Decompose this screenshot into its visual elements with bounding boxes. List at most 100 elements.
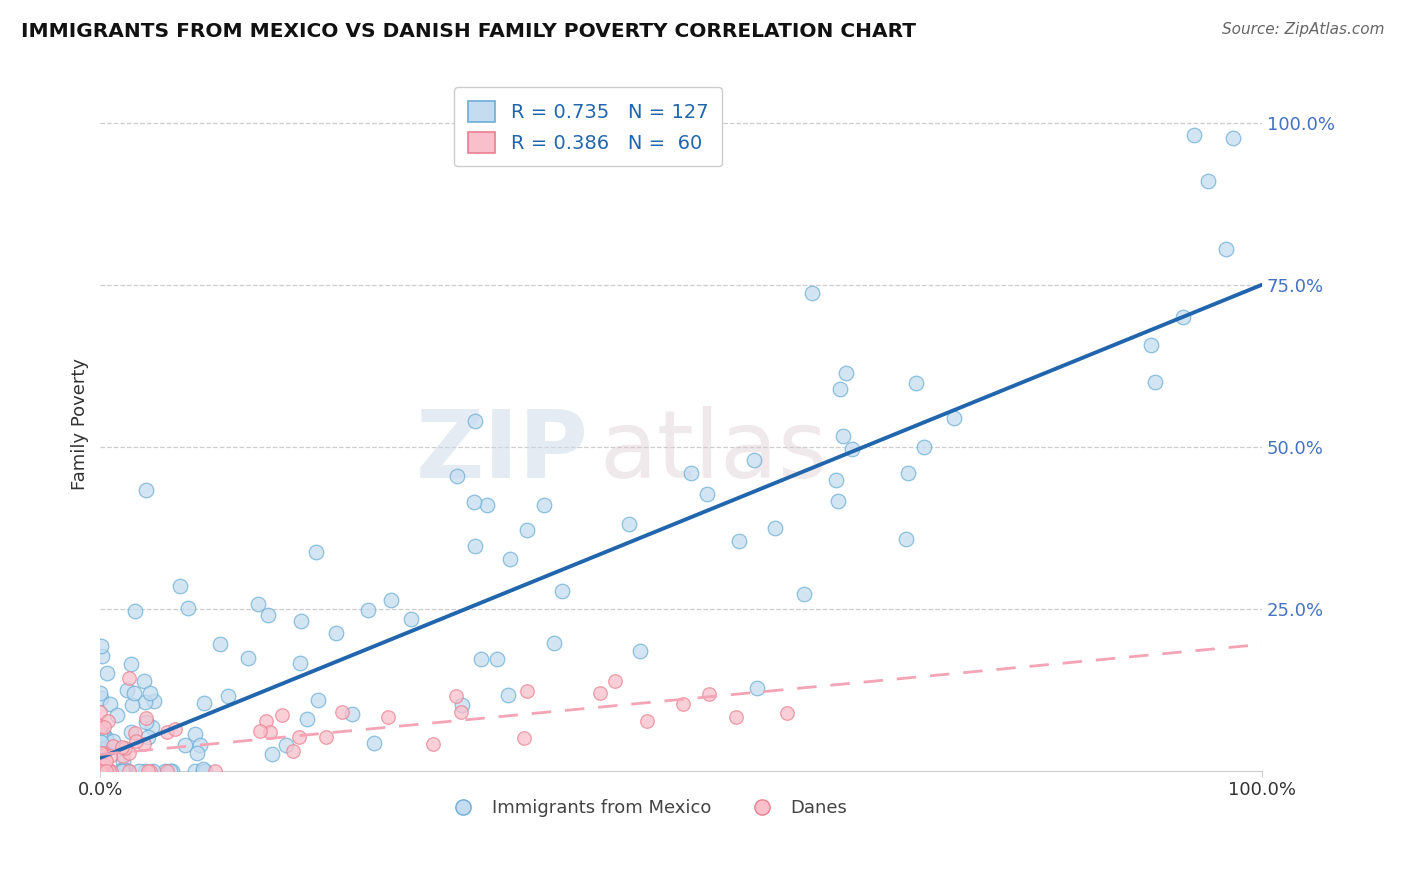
Point bbox=[139, 686, 162, 700]
Point bbox=[1171, 310, 1194, 324]
Point bbox=[89, 764, 111, 778]
Point bbox=[111, 748, 134, 763]
Point bbox=[110, 739, 132, 754]
Text: atlas: atlas bbox=[600, 406, 828, 498]
Point bbox=[193, 697, 215, 711]
Point bbox=[603, 674, 626, 689]
Point bbox=[470, 652, 492, 666]
Point bbox=[118, 746, 141, 760]
Point bbox=[513, 731, 536, 745]
Point bbox=[380, 592, 402, 607]
Point bbox=[260, 747, 283, 762]
Point bbox=[793, 587, 815, 601]
Point bbox=[516, 683, 538, 698]
Point bbox=[486, 652, 509, 666]
Point bbox=[94, 764, 117, 778]
Point bbox=[93, 764, 115, 778]
Point bbox=[191, 762, 214, 776]
Point bbox=[90, 764, 112, 778]
Point bbox=[98, 764, 121, 778]
Point bbox=[89, 764, 111, 778]
Point bbox=[533, 498, 555, 512]
Point bbox=[463, 495, 485, 509]
Point bbox=[135, 483, 157, 497]
Point bbox=[90, 764, 112, 778]
Point bbox=[132, 737, 155, 751]
Point bbox=[254, 714, 277, 728]
Point bbox=[422, 737, 444, 751]
Point bbox=[446, 468, 468, 483]
Point bbox=[186, 746, 208, 760]
Point bbox=[89, 764, 111, 778]
Point bbox=[1222, 131, 1244, 145]
Point bbox=[101, 739, 124, 754]
Point bbox=[156, 725, 179, 739]
Point bbox=[194, 764, 217, 778]
Point bbox=[288, 730, 311, 744]
Point bbox=[765, 521, 787, 535]
Point bbox=[90, 764, 112, 778]
Point bbox=[98, 739, 121, 753]
Point bbox=[91, 648, 114, 663]
Point bbox=[112, 755, 135, 769]
Point bbox=[94, 737, 117, 751]
Point bbox=[142, 764, 165, 778]
Point bbox=[89, 756, 111, 771]
Point bbox=[904, 376, 927, 391]
Point bbox=[1197, 174, 1219, 188]
Point bbox=[728, 533, 751, 548]
Point bbox=[90, 764, 112, 778]
Point bbox=[93, 720, 115, 734]
Point bbox=[117, 764, 139, 778]
Point bbox=[183, 727, 205, 741]
Point bbox=[543, 636, 565, 650]
Point bbox=[134, 674, 156, 689]
Point bbox=[249, 724, 271, 739]
Point bbox=[93, 746, 115, 760]
Point bbox=[450, 706, 472, 720]
Point bbox=[141, 721, 163, 735]
Point bbox=[912, 440, 935, 454]
Point bbox=[139, 764, 162, 778]
Point bbox=[236, 650, 259, 665]
Point bbox=[377, 710, 399, 724]
Point bbox=[1215, 242, 1237, 256]
Point bbox=[1144, 375, 1167, 389]
Point bbox=[90, 691, 112, 706]
Point bbox=[93, 748, 115, 763]
Point bbox=[97, 764, 120, 778]
Point bbox=[136, 764, 159, 778]
Point bbox=[697, 687, 720, 701]
Point bbox=[896, 532, 918, 546]
Point bbox=[191, 764, 214, 778]
Point bbox=[617, 516, 640, 531]
Point bbox=[725, 710, 748, 724]
Point bbox=[636, 714, 658, 728]
Point bbox=[288, 657, 311, 671]
Point bbox=[135, 715, 157, 730]
Point bbox=[134, 695, 156, 709]
Point bbox=[94, 731, 117, 745]
Point bbox=[745, 681, 768, 695]
Point bbox=[183, 764, 205, 778]
Point bbox=[120, 724, 142, 739]
Point bbox=[742, 453, 765, 467]
Point bbox=[800, 285, 823, 300]
Point bbox=[89, 764, 111, 778]
Y-axis label: Family Poverty: Family Poverty bbox=[72, 358, 89, 490]
Point bbox=[96, 665, 118, 680]
Point bbox=[94, 733, 117, 747]
Point bbox=[1140, 338, 1163, 352]
Point bbox=[464, 414, 486, 428]
Point bbox=[93, 728, 115, 742]
Point bbox=[357, 603, 380, 617]
Point bbox=[117, 682, 139, 697]
Point bbox=[696, 487, 718, 501]
Point bbox=[1184, 128, 1206, 142]
Point bbox=[120, 657, 142, 672]
Point bbox=[125, 734, 148, 748]
Point bbox=[121, 698, 143, 712]
Point bbox=[315, 730, 337, 744]
Point bbox=[340, 707, 363, 722]
Point bbox=[835, 366, 858, 380]
